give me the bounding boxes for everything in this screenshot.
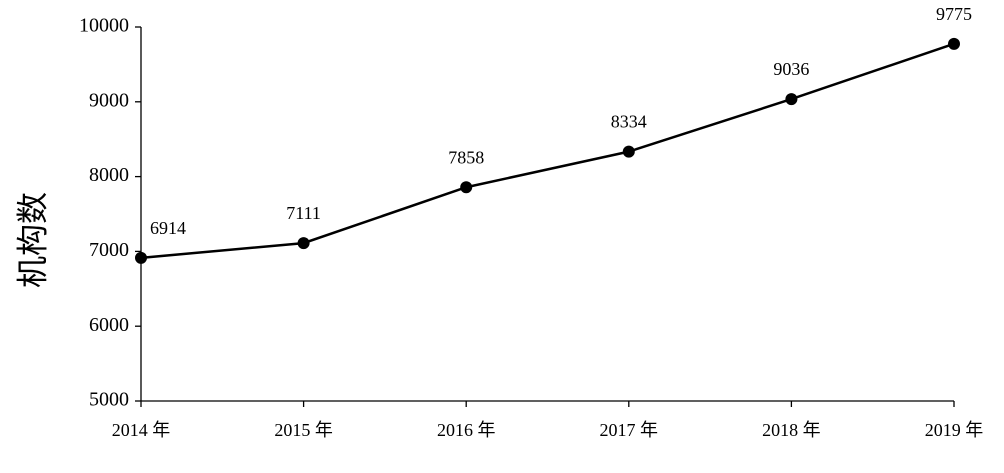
y-tick-label: 5000 [89,389,129,411]
x-tick-label: 2016 年 [437,420,496,440]
line [140,42,955,260]
data-label: 6914 [150,218,186,238]
y-tick-label: 9000 [89,89,129,111]
x-tick-label: 2014 年 [112,420,171,440]
x-tick-label: 2015 年 [274,420,333,440]
y-tick-label: 6000 [89,314,129,336]
data-label: 8334 [611,112,647,132]
y-tick-label: 10000 [79,15,129,37]
data-label: 9775 [936,4,972,24]
data-label: 7111 [286,203,321,223]
x-tick-label: 2019 年 [925,420,984,440]
point [948,37,960,50]
point [785,93,798,106]
data-label: 7858 [448,147,484,167]
point [460,181,473,194]
y-tick-label: 8000 [89,164,129,186]
point [297,237,310,250]
x-tick-label: 2017 年 [600,420,659,440]
point [622,145,635,158]
x-tick-label: 2018 年 [762,420,821,440]
data-label: 9036 [773,59,809,79]
y-axis-title: 机构数 [14,192,50,288]
point [135,251,147,264]
y-tick-label: 7000 [89,239,129,261]
